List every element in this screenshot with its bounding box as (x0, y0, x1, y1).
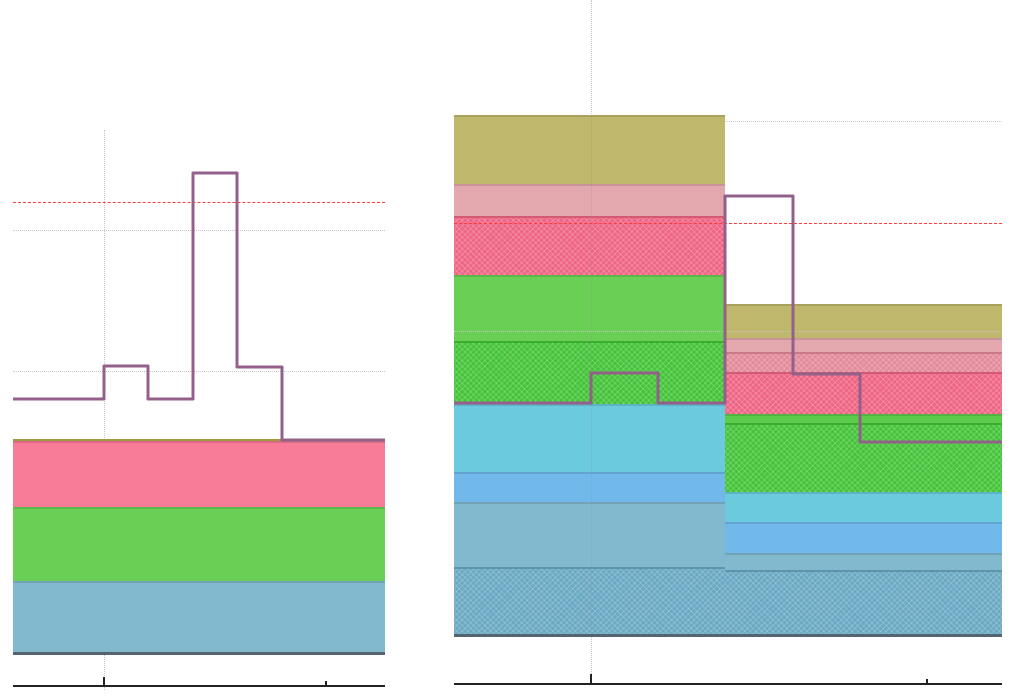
band-olive (725, 304, 1002, 338)
band-blue (454, 472, 725, 502)
grid-line-vertical-overlay (591, 115, 592, 635)
grid-line-horizontal (725, 121, 1002, 122)
grid-line-horizontal (13, 230, 385, 231)
grid-line-horizontal (454, 331, 1002, 332)
band-cyan (454, 404, 725, 472)
band-green-dark (725, 423, 1002, 492)
band-blue (725, 522, 1002, 553)
x-axis-tick (590, 674, 592, 683)
band-green (13, 507, 385, 581)
band-steel-blue (13, 581, 385, 653)
baseline (13, 652, 385, 655)
band-steel-blue (454, 502, 725, 567)
band-cyan (725, 492, 1002, 522)
band-steel-blue-dark (725, 570, 1002, 635)
band-light-pink (725, 338, 1002, 352)
band-pink (454, 216, 725, 275)
x-axis-tick (103, 677, 105, 685)
x-axis-tick (926, 679, 928, 683)
x-axis (13, 685, 385, 687)
band-olive (454, 115, 725, 184)
x-axis-tick (325, 681, 327, 685)
band-steel-blue (725, 553, 1002, 570)
band-pink-light-hatched (725, 352, 1002, 372)
band-light-pink (454, 184, 725, 216)
band-pink (725, 372, 1002, 414)
band-green-dark (454, 341, 725, 404)
x-axis (454, 683, 1002, 685)
band-green (725, 414, 1002, 423)
reference-line-dashed (13, 202, 385, 203)
reference-line-dashed (454, 223, 1002, 224)
band-steel-blue-dark (454, 567, 725, 635)
band-pink (13, 441, 385, 507)
baseline (454, 634, 1002, 637)
grid-line-horizontal (13, 371, 385, 372)
